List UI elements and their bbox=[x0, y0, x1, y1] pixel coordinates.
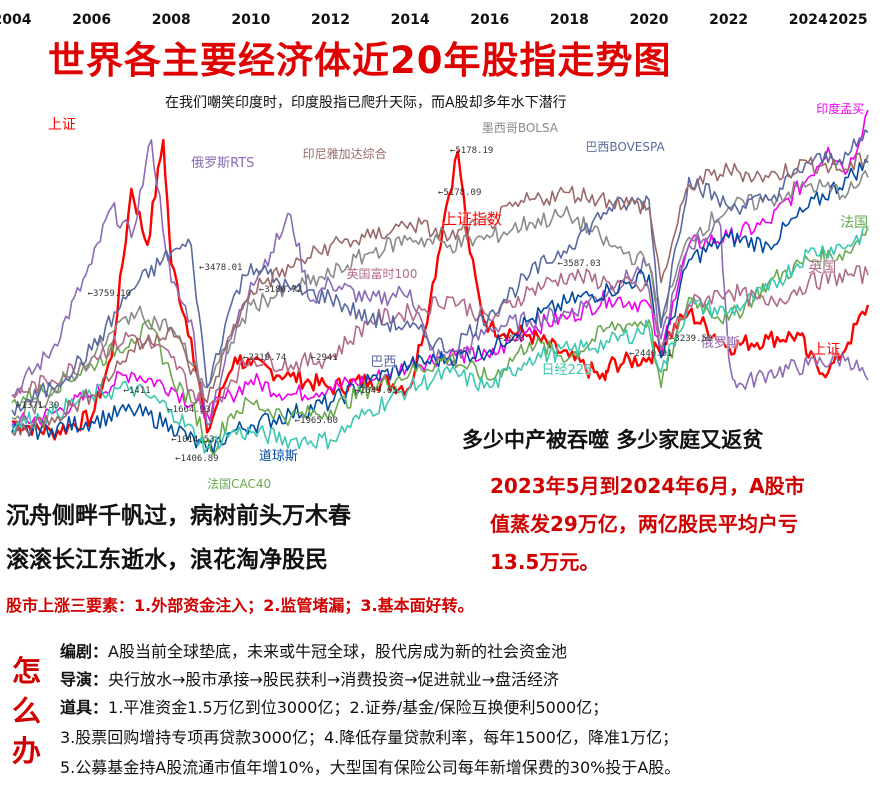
x-tick-label: 2010 bbox=[231, 12, 270, 28]
value-note: ←1664.93 bbox=[167, 405, 211, 415]
series-annotation: 日经225 bbox=[541, 362, 593, 378]
loss-text-line-2: 值蒸发29万亿，两亿股民平均户亏 bbox=[490, 512, 798, 536]
series-annotation: 英国富时100 bbox=[346, 267, 418, 282]
x-tick-label: 2022 bbox=[709, 12, 748, 28]
value-note: ←2941 bbox=[310, 352, 338, 363]
value-note: ←1965.80 bbox=[294, 416, 339, 427]
series-annotation: 上证 bbox=[812, 342, 841, 359]
series-annotation: 俄罗斯 bbox=[700, 336, 740, 352]
series-annotation: 印尼雅加达综合 bbox=[302, 147, 387, 162]
x-tick-label: 2014 bbox=[391, 12, 430, 28]
series-line-mexico bbox=[11, 170, 869, 421]
value-note: ←1411 bbox=[123, 386, 151, 397]
poem-line-1: 沉舟侧畔千帆过，病树前头万木春 bbox=[6, 503, 351, 529]
plan-line-4: 3.股票回购增持专项再贷款3000亿；4.降低存量贷款利率，每年1500亿，降准… bbox=[60, 724, 678, 748]
value-note: ←1014.53 bbox=[171, 435, 215, 445]
value-note: ←3759.10 bbox=[87, 288, 131, 299]
plan-text: 5.公募基金持A股流通市值年增10%，大型国有保险公司每年新增保费的30%投于A… bbox=[60, 758, 681, 777]
value-note: ←5178.19 bbox=[449, 146, 494, 157]
plan-line-3: 道具：1.平准资金1.5万亿到位3000亿；2.证券/基金/保险互换便利5000… bbox=[60, 694, 608, 718]
plan-text: 1.平准资金1.5万亿到位3000亿；2.证券/基金/保险互换便利5000亿； bbox=[108, 698, 609, 717]
series-annotation: 俄罗斯RTS bbox=[191, 156, 255, 172]
plan-line-2: 导演：央行放水→股市承接→股民获利→消费投资→促进就业→盘活经济 bbox=[60, 666, 559, 690]
value-note: ←3587.03 bbox=[557, 258, 601, 269]
plan-key: 编剧： bbox=[60, 642, 109, 661]
how-char-2: 么 bbox=[12, 694, 42, 728]
series-annotation: 英国 bbox=[808, 259, 837, 276]
chart-subtitle: 在我们嘲笑印度时，印度股指已爬升天际，而A股却多年水下潜行 bbox=[165, 92, 567, 112]
x-tick-label: 2020 bbox=[630, 12, 669, 28]
plan-text: 3.股票回购增持专项再贷款3000亿；4.降低存量贷款利率，每年1500亿，降准… bbox=[60, 728, 679, 747]
x-tick-label: 2004 bbox=[0, 12, 32, 28]
plan-text: 央行放水→股市承接→股民获利→消费投资→促进就业→盘活经济 bbox=[108, 670, 560, 689]
series-annotation: 法国CAC40 bbox=[207, 477, 272, 492]
value-note: ←1406.89 bbox=[175, 453, 219, 464]
how-char-1: 怎 bbox=[12, 654, 42, 688]
series-annotation: 上证 bbox=[47, 117, 76, 134]
three-factors-text: 股市上涨三要素：1.外部资金注入；2.监管堵漏；3.基本面好转。 bbox=[6, 596, 474, 615]
series-annotation: 巴西BOVESPA bbox=[585, 139, 665, 154]
series-annotation: 巴西 bbox=[370, 355, 397, 370]
series-annotation: 道琼斯 bbox=[258, 448, 298, 464]
series-annotation: 墨西哥BOLSA bbox=[481, 121, 559, 135]
plan-key: 导演： bbox=[60, 670, 109, 689]
x-tick-label: 2008 bbox=[152, 12, 191, 28]
series-annotation: 印度孟买 bbox=[816, 102, 865, 117]
value-note: ←3478.01 bbox=[199, 262, 243, 273]
plan-line-5: 5.公募基金持A股流通市值年增10%，大型国有保险公司每年新增保费的30%投于A… bbox=[60, 754, 680, 778]
value-note: ←3186.72 bbox=[258, 285, 303, 295]
x-tick-label: 2024 bbox=[789, 12, 828, 28]
how-char-3: 办 bbox=[12, 734, 42, 768]
poem-line-2: 滚滚长江东逝水，浪花淘净股民 bbox=[6, 547, 328, 573]
x-tick-label: 2018 bbox=[550, 12, 589, 28]
series-annotation: 法国 bbox=[840, 214, 869, 231]
x-tick-label: 2025 bbox=[829, 12, 868, 28]
series-line-russia bbox=[12, 139, 869, 426]
value-note: ←5178.09 bbox=[438, 187, 482, 198]
series-line-brazil bbox=[11, 129, 869, 416]
x-tick-label: 2016 bbox=[470, 12, 509, 28]
loss-text-line-3: 13.5万元。 bbox=[490, 550, 600, 574]
value-note: ←2440.91 bbox=[629, 348, 673, 359]
series-line-india bbox=[11, 109, 869, 432]
chart-title: 世界各主要经济体近20年股指走势图 bbox=[48, 39, 672, 82]
loss-text-line-1: 2023年5月到2024年6月，A股市 bbox=[490, 474, 805, 498]
value-note: ←1849.65 bbox=[354, 386, 398, 397]
value-note: ←1371.39 bbox=[15, 401, 60, 412]
series-line-nikkei bbox=[11, 222, 869, 454]
x-tick-label: 2012 bbox=[311, 12, 350, 28]
value-note: ←3239.50 bbox=[668, 333, 713, 344]
series-line-indonesia bbox=[11, 152, 869, 437]
x-tick-label: 2006 bbox=[72, 12, 111, 28]
plan-text: A股当前全球垫底，未来或牛冠全球，股代房成为新的社会资金池 bbox=[108, 642, 567, 661]
value-note: ←2638 bbox=[497, 333, 525, 344]
plan-key: 道具： bbox=[60, 698, 109, 717]
series-annotation: 上证指数 bbox=[442, 209, 503, 228]
headline-text: 多少中产被吞噬 多少家庭又返贫 bbox=[462, 428, 764, 452]
value-note: ←2319.74 bbox=[242, 352, 287, 363]
plan-line-1: 编剧：A股当前全球垫底，未来或牛冠全球，股代房成为新的社会资金池 bbox=[60, 638, 567, 662]
